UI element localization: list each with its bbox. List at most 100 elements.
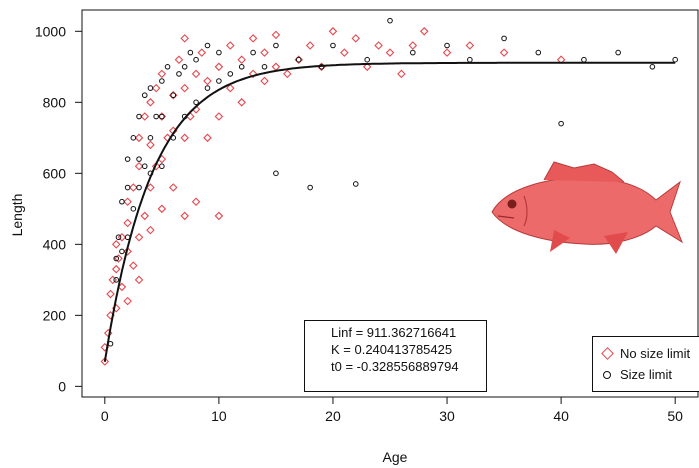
data-point-no-size-limit [305, 41, 315, 50]
data-point-size-limit [273, 170, 279, 177]
data-point-no-size-limit [111, 240, 121, 249]
data-point-no-size-limit [129, 183, 138, 192]
fit-t0: t0 = -0.328556889794 [331, 359, 459, 374]
data-point-no-size-limit [106, 289, 115, 299]
data-point-size-limit [204, 85, 211, 91]
data-point-size-limit [615, 49, 621, 56]
data-point-no-size-limit [123, 247, 132, 256]
data-point-no-size-limit [214, 62, 224, 72]
data-point-no-size-limit [271, 62, 281, 72]
data-point-size-limit [649, 64, 656, 70]
data-point-size-limit [238, 64, 245, 70]
data-point-no-size-limit [248, 69, 258, 79]
data-point-size-limit [113, 255, 120, 262]
data-point-size-limit [261, 64, 268, 70]
data-point-size-limit [115, 234, 122, 241]
data-point-size-limit [164, 64, 171, 70]
data-point-size-limit [444, 42, 450, 49]
data-point-no-size-limit [203, 133, 212, 143]
data-point-no-size-limit [226, 83, 235, 93]
x-axis: 0 10 20 30 40 50 [101, 397, 683, 424]
data-point-no-size-limit [146, 183, 155, 192]
data-point-no-size-limit [180, 211, 189, 221]
legend-item-size-limit: Size limit [601, 367, 672, 382]
plot-frame [81, 9, 699, 398]
data-point-size-limit [176, 71, 182, 77]
data-point-size-limit [119, 198, 125, 205]
legend-item-no-size-limit: No size limit [600, 346, 691, 361]
data-point-no-size-limit [374, 41, 383, 50]
data-point-size-limit [387, 17, 393, 24]
x-tick-label: 0 [101, 408, 109, 424]
y-axis-title: Length [9, 194, 25, 237]
data-point-no-size-limit [174, 55, 184, 64]
y-tick-label: 1000 [35, 23, 66, 39]
data-point-no-size-limit [134, 161, 144, 171]
data-point-no-size-limit [151, 83, 161, 93]
data-point-no-size-limit [214, 112, 224, 121]
data-point-no-size-limit [191, 69, 201, 79]
data-point-size-limit [535, 49, 542, 56]
data-point-no-size-limit [237, 55, 246, 64]
data-point-size-limit [273, 42, 279, 49]
data-point-no-size-limit [100, 357, 110, 366]
data-point-no-size-limit [180, 133, 189, 143]
data-point-no-size-limit [123, 218, 132, 228]
data-point-no-size-limit [157, 69, 167, 79]
data-point-no-size-limit [140, 211, 150, 221]
diamond-marker-icon [600, 347, 614, 360]
data-point-no-size-limit [134, 133, 144, 143]
data-point-size-limit [153, 113, 159, 120]
data-point-no-size-limit [203, 76, 212, 86]
data-point-no-size-limit [283, 69, 292, 79]
fit-parameters-box: Linf = 911.362716641 K = 0.240413785425 … [304, 320, 487, 392]
data-point-no-size-limit [114, 254, 123, 263]
data-point-no-size-limit [362, 62, 372, 72]
y-tick-label: 800 [43, 94, 67, 110]
data-point-no-size-limit [351, 34, 361, 43]
y-tick-label: 600 [43, 165, 67, 181]
x-tick-label: 10 [211, 408, 227, 424]
x-axis-title: Age [383, 449, 408, 465]
data-point-size-limit [141, 163, 148, 170]
data-point-no-size-limit [465, 41, 475, 50]
data-point-size-limit [124, 156, 131, 162]
data-point-size-limit [130, 135, 137, 141]
data-point-size-limit [141, 92, 148, 99]
data-point-no-size-limit [408, 41, 418, 50]
data-point-size-limit [410, 49, 416, 56]
fit-linf: Linf = 911.362716641 [331, 325, 457, 340]
data-point-no-size-limit [385, 48, 395, 57]
data-point-no-size-limit [111, 264, 121, 274]
data-point-no-size-limit [157, 204, 167, 214]
x-tick-label: 30 [439, 408, 455, 424]
data-point-size-limit [250, 49, 256, 56]
data-point-size-limit [159, 163, 165, 170]
x-tick-label: 50 [667, 408, 683, 424]
data-point-size-limit [159, 113, 165, 120]
data-point-size-limit [216, 78, 222, 84]
data-point-no-size-limit [260, 48, 269, 57]
data-point-size-limit [181, 64, 188, 70]
data-point-size-limit [187, 49, 194, 56]
legend: No size limit Size limit [592, 336, 699, 392]
data-point-no-size-limit [180, 34, 189, 43]
data-point-no-size-limit [419, 27, 429, 36]
data-point-no-size-limit [271, 30, 281, 40]
data-point-no-size-limit [248, 34, 258, 43]
data-point-no-size-limit [146, 98, 155, 107]
data-point-no-size-limit [123, 197, 132, 207]
data-point-no-size-limit [442, 48, 452, 57]
circle-marker-icon [603, 371, 611, 379]
data-point-size-limit [558, 120, 564, 127]
data-point-size-limit [295, 56, 302, 63]
data-point-size-limit [113, 277, 120, 283]
data-point-no-size-limit [123, 296, 132, 306]
data-point-no-size-limit [397, 69, 406, 79]
data-point-no-size-limit [260, 76, 269, 86]
legend-label-no-size-limit: No size limit [620, 346, 691, 361]
data-point-size-limit [147, 135, 154, 141]
data-point-no-size-limit [134, 275, 144, 285]
data-point-size-limit [330, 42, 336, 49]
